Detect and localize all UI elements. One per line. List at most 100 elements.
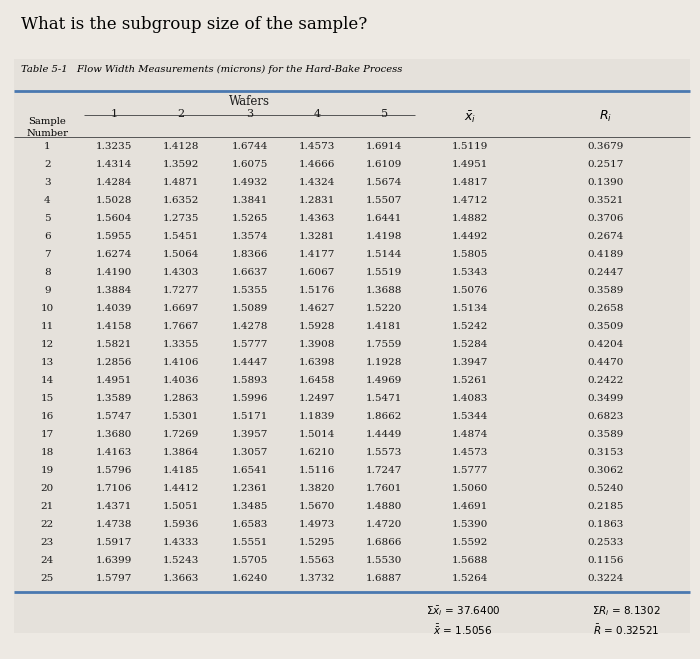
Text: 0.2658: 0.2658 [587, 304, 624, 313]
Text: 14: 14 [41, 376, 54, 385]
Text: 1.5747: 1.5747 [96, 412, 132, 420]
Text: 1.7106: 1.7106 [96, 484, 132, 493]
Text: 22: 22 [41, 520, 54, 529]
Text: 1.5592: 1.5592 [452, 538, 488, 547]
Text: 1.6583: 1.6583 [232, 520, 268, 529]
Text: 0.2533: 0.2533 [587, 538, 624, 547]
Text: 1.4882: 1.4882 [452, 214, 488, 223]
Text: 1.5014: 1.5014 [299, 430, 335, 439]
Text: 1.6210: 1.6210 [299, 447, 335, 457]
Text: 1.3235: 1.3235 [96, 142, 132, 151]
Text: 1.2856: 1.2856 [96, 358, 132, 366]
Text: 1.5777: 1.5777 [232, 340, 268, 349]
Text: 1.5936: 1.5936 [163, 520, 200, 529]
Text: 1.4333: 1.4333 [163, 538, 200, 547]
Text: 1.5355: 1.5355 [232, 286, 268, 295]
Text: 1.5955: 1.5955 [96, 232, 132, 241]
Text: 0.3224: 0.3224 [587, 574, 624, 583]
Text: 0.2674: 0.2674 [587, 232, 624, 241]
Text: 1.3355: 1.3355 [163, 340, 200, 349]
Text: 19: 19 [41, 466, 54, 474]
Text: 6: 6 [44, 232, 50, 241]
Text: 1.4951: 1.4951 [96, 376, 132, 385]
Text: 1.5119: 1.5119 [452, 142, 488, 151]
Text: 0.3589: 0.3589 [587, 286, 624, 295]
Text: 0.3499: 0.3499 [587, 393, 624, 403]
Text: 1.7601: 1.7601 [366, 484, 402, 493]
Text: 1.2831: 1.2831 [299, 196, 335, 205]
Text: Wafers: Wafers [229, 95, 270, 108]
Text: 1.8366: 1.8366 [232, 250, 268, 259]
Text: 1.2735: 1.2735 [163, 214, 200, 223]
Text: 21: 21 [41, 501, 54, 511]
Text: 1.8662: 1.8662 [366, 412, 402, 420]
Text: 1.4874: 1.4874 [452, 430, 488, 439]
Text: 5: 5 [381, 109, 388, 119]
Text: 1.3957: 1.3957 [232, 430, 268, 439]
Text: 1.3820: 1.3820 [299, 484, 335, 493]
Text: 0.4189: 0.4189 [587, 250, 624, 259]
Text: 0.3706: 0.3706 [587, 214, 624, 223]
Text: 1.4158: 1.4158 [96, 322, 132, 331]
Text: 1.5301: 1.5301 [163, 412, 200, 420]
Text: 1.4278: 1.4278 [232, 322, 268, 331]
Text: 1.5243: 1.5243 [163, 556, 200, 565]
Text: 1.6398: 1.6398 [299, 358, 335, 366]
Text: 1: 1 [110, 109, 118, 119]
Text: 1.5519: 1.5519 [366, 268, 402, 277]
Text: 1.4817: 1.4817 [452, 178, 488, 186]
Text: 1.2361: 1.2361 [232, 484, 268, 493]
Text: 1.6352: 1.6352 [163, 196, 200, 205]
Bar [14, 59, 690, 633]
Text: 1.4573: 1.4573 [452, 447, 488, 457]
Text: 8: 8 [44, 268, 50, 277]
Text: 1.3884: 1.3884 [96, 286, 132, 295]
Text: 17: 17 [41, 430, 54, 439]
Text: 1.3057: 1.3057 [232, 447, 268, 457]
Text: 15: 15 [41, 393, 54, 403]
Text: 1.4973: 1.4973 [299, 520, 335, 529]
Text: $\Sigma\bar{x}_i$ = 37.6400: $\Sigma\bar{x}_i$ = 37.6400 [426, 604, 500, 618]
Text: 1.5507: 1.5507 [366, 196, 402, 205]
Text: 0.2185: 0.2185 [587, 501, 624, 511]
Text: 1.4314: 1.4314 [96, 159, 132, 169]
Text: 0.4470: 0.4470 [587, 358, 624, 366]
Text: 1.3947: 1.3947 [452, 358, 488, 366]
Text: 1.5171: 1.5171 [232, 412, 268, 420]
Text: 2: 2 [44, 159, 50, 169]
Text: 1.4371: 1.4371 [96, 501, 132, 511]
Text: 1.4666: 1.4666 [299, 159, 335, 169]
Text: 1.1839: 1.1839 [299, 412, 335, 420]
Text: 1.5261: 1.5261 [452, 376, 488, 385]
Text: 0.2447: 0.2447 [587, 268, 624, 277]
Text: 4: 4 [44, 196, 50, 205]
Text: 0.2422: 0.2422 [587, 376, 624, 385]
Text: 1.5796: 1.5796 [96, 466, 132, 474]
Text: 1.5076: 1.5076 [452, 286, 488, 295]
Text: 24: 24 [41, 556, 54, 565]
Text: 25: 25 [41, 574, 54, 583]
Text: 1.5451: 1.5451 [163, 232, 200, 241]
Text: 1.5893: 1.5893 [232, 376, 268, 385]
Text: 1.4449: 1.4449 [366, 430, 402, 439]
Text: 1.4177: 1.4177 [299, 250, 335, 259]
Text: 4: 4 [314, 109, 321, 119]
Text: 0.3153: 0.3153 [587, 447, 624, 457]
Text: $\bar{\bar{x}}$ = 1.5056: $\bar{\bar{x}}$ = 1.5056 [433, 623, 493, 637]
Text: 1.5688: 1.5688 [452, 556, 488, 565]
Text: 1.4181: 1.4181 [366, 322, 402, 331]
Text: 1.5295: 1.5295 [299, 538, 335, 547]
Text: 1.5390: 1.5390 [452, 520, 488, 529]
Text: 1.5176: 1.5176 [299, 286, 335, 295]
Text: 13: 13 [41, 358, 54, 366]
Text: 1.5797: 1.5797 [96, 574, 132, 583]
Text: 1.4128: 1.4128 [163, 142, 200, 151]
Text: 3: 3 [246, 109, 253, 119]
Text: 1.6887: 1.6887 [366, 574, 402, 583]
Text: 1.5064: 1.5064 [163, 250, 200, 259]
Text: 1.5051: 1.5051 [163, 501, 200, 511]
Text: 1.5604: 1.5604 [96, 214, 132, 223]
Text: 1.4198: 1.4198 [366, 232, 402, 241]
Text: 1.6399: 1.6399 [96, 556, 132, 565]
Text: 1.4691: 1.4691 [452, 501, 488, 511]
